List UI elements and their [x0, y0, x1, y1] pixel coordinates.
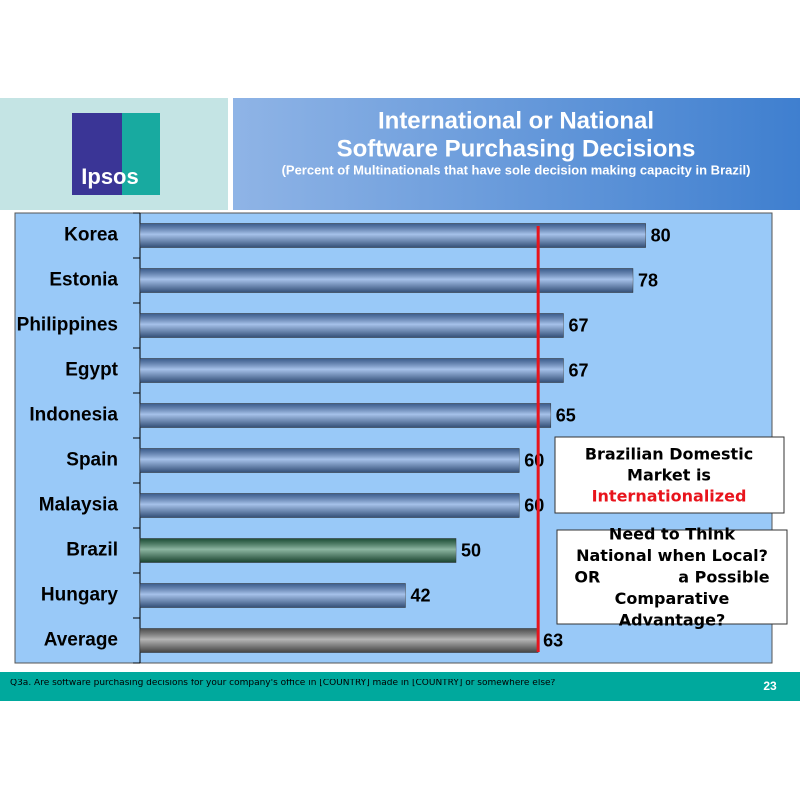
- y-tick-label: Indonesia: [29, 405, 118, 426]
- callout-box: [556, 529, 788, 625]
- value-label: 60: [524, 495, 544, 515]
- value-label: 65: [556, 405, 576, 425]
- bar-shade: [140, 538, 456, 563]
- value-label: 78: [638, 270, 658, 290]
- value-label: 50: [461, 540, 481, 560]
- value-label: 80: [651, 225, 671, 245]
- callout-box: [554, 436, 785, 514]
- callout-text: National when Local?: [576, 546, 768, 565]
- value-label: 42: [410, 585, 430, 605]
- title-line: International or National: [378, 107, 654, 134]
- value-label: 67: [568, 315, 588, 335]
- y-tick-label: Malaysia: [39, 495, 119, 516]
- title-line: Software Purchasing Decisions: [337, 135, 696, 162]
- value-label: 60: [524, 450, 544, 470]
- callout-text: Brazilian Domestic: [585, 445, 753, 464]
- y-tick-label: Philippines: [17, 315, 118, 336]
- callout-text: Need to Think: [609, 525, 736, 544]
- y-tick-label: Estonia: [49, 270, 118, 291]
- callout-text: Comparative: [615, 589, 730, 608]
- y-tick-label: Brazil: [66, 540, 118, 561]
- bar-shade: [140, 628, 539, 653]
- logo-left: [72, 113, 122, 195]
- y-tick-label: Average: [44, 630, 118, 651]
- y-tick-label: Korea: [64, 225, 118, 246]
- callout-text: Advantage?: [619, 611, 725, 630]
- footer-note: Q3a. Are software purchasing decisions f…: [10, 679, 556, 688]
- y-tick-label: Egypt: [65, 360, 118, 381]
- value-label: 63: [543, 630, 563, 650]
- logo-right: [122, 113, 160, 195]
- bar-shade: [140, 313, 564, 338]
- bar-shade: [140, 403, 551, 428]
- bar-shade: [140, 223, 646, 248]
- bar-shade: [140, 493, 520, 518]
- subtitle: (Percent of Multinationals that have sol…: [282, 162, 751, 177]
- footer-band: [0, 672, 800, 701]
- callout-text: OR a Possible: [574, 568, 769, 587]
- y-tick-label: Hungary: [41, 585, 119, 606]
- logo-text: Ipsos: [81, 164, 138, 189]
- callout-text: Market is: [627, 466, 711, 485]
- bar-shade: [140, 358, 564, 383]
- bar-shade: [140, 448, 520, 473]
- footer-note-box: Q3a. Are software purchasing decisions f…: [10, 679, 556, 688]
- y-tick-label: Spain: [66, 450, 118, 471]
- callout-text: Internationalized: [592, 487, 747, 506]
- page-number: 23: [763, 679, 777, 693]
- value-label: 67: [568, 360, 588, 380]
- header-band: [233, 98, 800, 210]
- bar-shade: [140, 583, 406, 608]
- bar-shade: [140, 268, 633, 293]
